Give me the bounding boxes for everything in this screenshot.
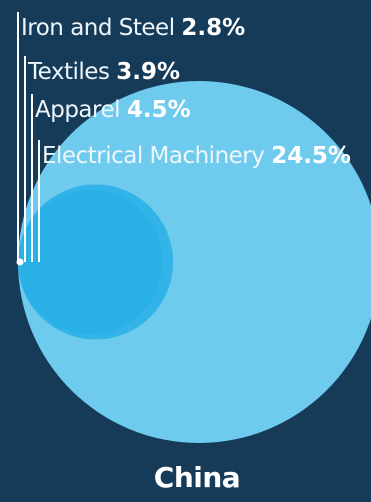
- value-label: 24.5%: [271, 143, 351, 169]
- category-label: Electrical Machinery: [42, 143, 271, 169]
- value-label: 2.8%: [181, 15, 245, 41]
- circle-iron-and-steel: [18, 200, 141, 324]
- anchor-dot: [16, 258, 24, 266]
- country-label: China: [154, 461, 240, 494]
- category-label: Apparel: [35, 97, 127, 123]
- category-label: Textiles: [27, 59, 116, 85]
- value-label: 4.5%: [127, 97, 191, 123]
- value-label: 3.9%: [116, 59, 180, 85]
- category-label: Iron and Steel: [21, 15, 181, 41]
- label-apparel: Apparel 4.5%: [35, 97, 191, 123]
- label-textiles: Textiles 3.9%: [27, 59, 180, 85]
- label-electrical-machinery: Electrical Machinery 24.5%: [42, 143, 351, 169]
- label-iron-and-steel: Iron and Steel 2.8%: [21, 15, 245, 41]
- circle-electrical-machinery: [18, 81, 371, 443]
